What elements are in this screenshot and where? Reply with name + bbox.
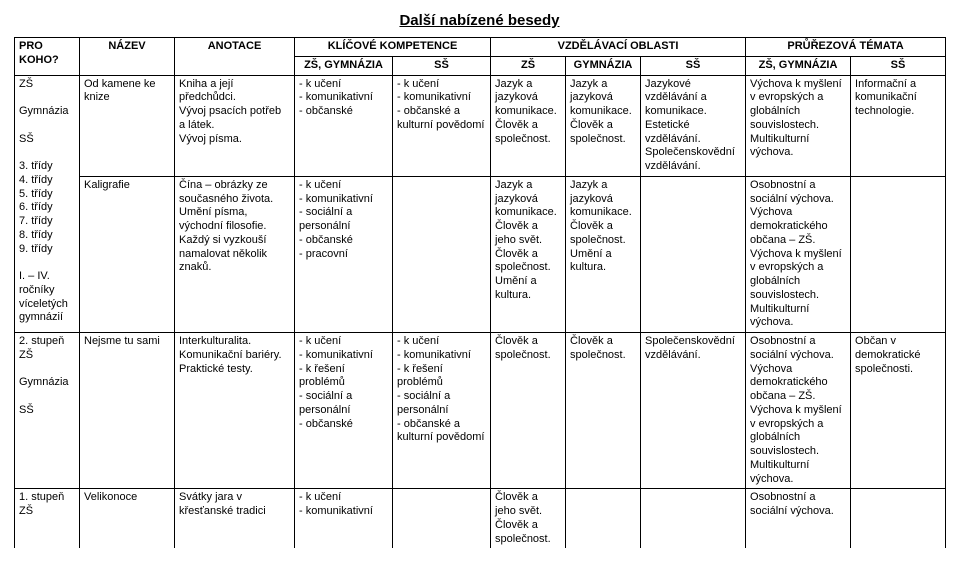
subhead-kk-zsgym: ZŠ, GYMNÁZIA [295, 56, 393, 75]
cell-vo-ss: Jazykové vzdělávání a komunikace. Esteti… [641, 75, 746, 176]
col-header-koho: PRO KOHO? [15, 38, 80, 76]
besedy-table: PRO KOHO? NÁZEV ANOTACE KLÍČOVÉ KOMPETEN… [14, 37, 946, 548]
col-header-prurezova: PRŮŘEZOVÁ TÉMATA [746, 38, 946, 57]
table-row: Kaligrafie Čína – obrázky ze současného … [15, 176, 946, 332]
subhead-pt-ss: SŠ [851, 56, 946, 75]
cell-vo-zs: Člověk a společnost. [491, 333, 566, 489]
cell-kk-ss: - k učení - komunikativní - občanské a k… [393, 75, 491, 176]
cell-kk-zsgym: - k učení - komunikativní - k řešení pro… [295, 333, 393, 489]
col-header-vzdelavaci: VZDĚLÁVACÍ OBLASTI [491, 38, 746, 57]
cell-vo-ss [641, 176, 746, 332]
cell-vo-zs: Jazyk a jazyková komunikace. Člověk a je… [491, 176, 566, 332]
cell-nazev: Od kamene ke knize [80, 75, 175, 176]
cell-nazev: Nejsme tu sami [80, 333, 175, 489]
cell-nazev: Velikonoce [80, 489, 175, 549]
cell-anotace: Čína – obrázky ze současného života. Umě… [175, 176, 295, 332]
cell-pt-ss [851, 176, 946, 332]
cell-vo-ss [641, 489, 746, 549]
cell-anotace: Interkulturalita. Komunikační bariéry. P… [175, 333, 295, 489]
cell-vo-gym: Jazyk a jazyková komunikace. Člověk a sp… [566, 75, 641, 176]
cell-vo-gym: Jazyk a jazyková komunikace. Člověk a sp… [566, 176, 641, 332]
col-header-anotace: ANOTACE [175, 38, 295, 76]
cell-pt-zsgym: Výchova k myšlení v evropských a globáln… [746, 75, 851, 176]
cell-pt-zsgym: Osobnostní a sociální výchova. Výchova d… [746, 333, 851, 489]
cell-anotace: Svátky jara v křesťanské tradici [175, 489, 295, 549]
cell-nazev: Kaligrafie [80, 176, 175, 332]
cell-koho: 2. stupeň ZŠ Gymnázia SŠ [15, 333, 80, 489]
table-row: 1. stupeň ZŠ Velikonoce Svátky jara v kř… [15, 489, 946, 549]
cell-pt-ss: Občan v demokratické společnosti. [851, 333, 946, 489]
subhead-kk-ss: SŠ [393, 56, 491, 75]
subhead-pt-zsgym: ZŠ, GYMNÁZIA [746, 56, 851, 75]
cell-pt-zsgym: Osobnostní a sociální výchova. Výchova d… [746, 176, 851, 332]
page-title: Další nabízené besedy [14, 12, 945, 29]
cell-koho: ZŠ Gymnázia SŠ 3. třídy 4. třídy 5. tříd… [15, 75, 80, 333]
cell-koho: 1. stupeň ZŠ [15, 489, 80, 549]
cell-vo-gym [566, 489, 641, 549]
subhead-vo-gym: GYMNÁZIA [566, 56, 641, 75]
col-header-klicove: KLÍČOVÉ KOMPETENCE [295, 38, 491, 57]
cell-kk-ss [393, 489, 491, 549]
cell-kk-zsgym: - k učení - komunikativní - občanské [295, 75, 393, 176]
table-row: ZŠ Gymnázia SŠ 3. třídy 4. třídy 5. tříd… [15, 75, 946, 176]
cell-vo-zs: Člověk a jeho svět. Člověk a společnost. [491, 489, 566, 549]
cell-pt-zsgym: Osobnostní a sociální výchova. [746, 489, 851, 549]
cell-anotace: Kniha a její předchůdci. Vývoj psacích p… [175, 75, 295, 176]
cell-pt-ss [851, 489, 946, 549]
subhead-vo-ss: SŠ [641, 56, 746, 75]
cell-kk-zsgym: - k učení - komunikativní - sociální a p… [295, 176, 393, 332]
cell-pt-ss: Informační a komunikační technologie. [851, 75, 946, 176]
table-row: 2. stupeň ZŠ Gymnázia SŠ Nejsme tu sami … [15, 333, 946, 489]
cell-kk-ss [393, 176, 491, 332]
table-header-row-1: PRO KOHO? NÁZEV ANOTACE KLÍČOVÉ KOMPETEN… [15, 38, 946, 57]
cell-kk-ss: - k učení - komunikativní - k řešení pro… [393, 333, 491, 489]
col-header-nazev: NÁZEV [80, 38, 175, 76]
cell-kk-zsgym: - k učení - komunikativní [295, 489, 393, 549]
cell-vo-gym: Člověk a společnost. [566, 333, 641, 489]
cell-vo-zs: Jazyk a jazyková komunikace. Člověk a sp… [491, 75, 566, 176]
cell-vo-ss: Společenskovědní vzdělávání. [641, 333, 746, 489]
subhead-vo-zs: ZŠ [491, 56, 566, 75]
